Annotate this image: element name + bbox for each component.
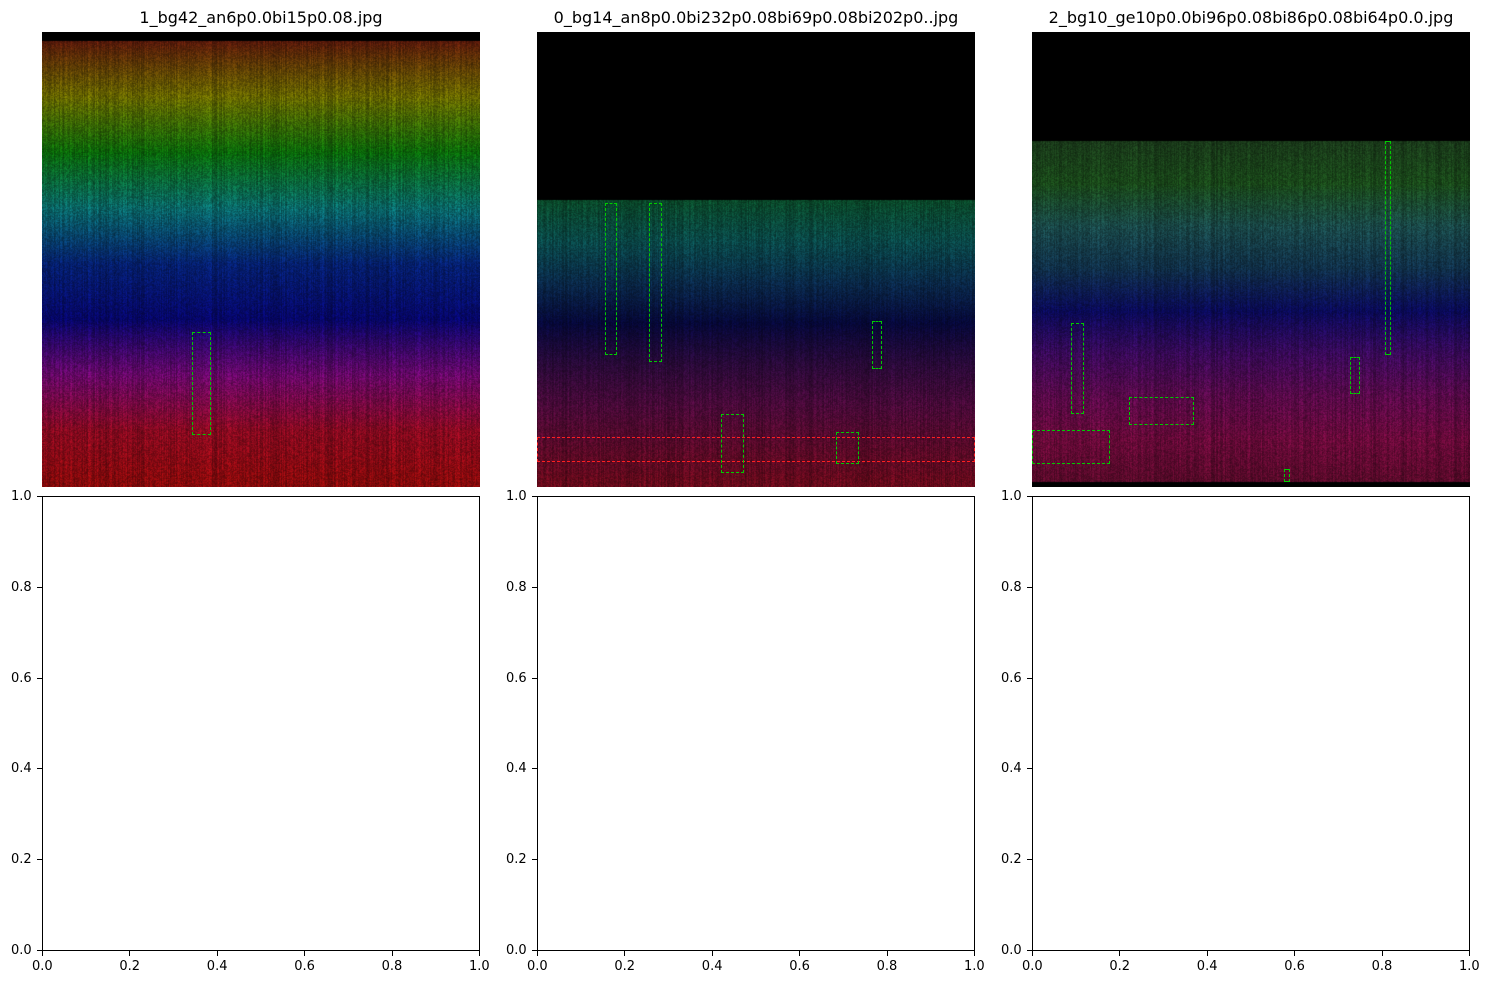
x-tick [391,951,393,956]
y-tick-label: 0.6 [506,670,527,686]
x-tick-label: 0.8 [381,959,403,974]
image-axes [1032,32,1470,487]
bounding-box-green [1283,468,1291,483]
y-tick [532,496,537,497]
x-tick [479,951,480,956]
x-tick-label: 0.4 [206,959,228,974]
x-tick-label: 0.8 [1371,959,1393,974]
bounding-box-green [648,202,662,362]
panel-title: 0_bg14_an8p0.0bi232p0.08bi69p0.08bi202p0… [553,8,959,27]
y-tick-label: 1.0 [11,489,32,504]
y-tick-label: 0.8 [11,579,32,595]
x-tick-label: 0.8 [876,959,898,974]
y-tick [37,677,42,679]
empty-axes [1032,496,1470,951]
spectrogram-image [537,32,975,487]
x-tick [304,951,306,956]
x-tick [624,951,626,956]
x-tick [1294,951,1296,956]
x-tick [1206,951,1208,956]
y-tick [37,859,42,861]
x-tick [1381,951,1383,956]
x-tick [974,951,975,956]
spectrogram-image [42,32,480,487]
y-tick [37,496,42,497]
y-tick-label: 0.8 [506,579,527,595]
x-tick [129,951,131,956]
panel-title: 1_bg42_an6p0.0bi15p0.08.jpg [139,8,383,27]
x-tick-label: 0.0 [527,959,548,974]
y-tick [532,950,537,951]
x-tick [216,951,218,956]
y-tick [532,768,537,770]
y-tick-label: 1.0 [1001,489,1022,504]
bounding-box-green [835,432,859,465]
y-tick-label: 0.2 [11,852,32,868]
x-tick-label: 0.4 [1196,959,1218,974]
y-tick-label: 0.0 [506,943,527,958]
x-tick [711,951,713,956]
x-tick [1032,951,1033,956]
x-tick-label: 0.4 [701,959,723,974]
bounding-box-green [1032,430,1110,465]
y-tick [532,586,537,588]
y-tick [1027,496,1032,497]
bounding-box-green [192,332,211,435]
x-tick-label: 0.2 [1109,959,1131,974]
y-tick [1027,859,1032,861]
x-tick [42,951,43,956]
y-tick [37,768,42,770]
y-tick-label: 0.6 [1001,670,1022,686]
y-tick-label: 0.4 [1001,761,1022,777]
y-tick [37,950,42,951]
y-tick [1027,677,1032,679]
y-tick [1027,586,1032,588]
x-tick-label: 1.0 [469,959,490,974]
y-tick-label: 1.0 [506,489,527,504]
y-tick [1027,950,1032,951]
y-tick-label: 0.2 [1001,852,1022,868]
x-tick [537,951,538,956]
spectrogram-image [1032,32,1470,487]
x-tick-label: 0.6 [789,959,810,974]
x-tick-label: 1.0 [964,959,985,974]
x-tick [1119,951,1121,956]
x-tick-label: 0.6 [294,959,315,974]
image-axes [42,32,480,487]
bounding-box-green [1349,357,1361,394]
y-tick [37,586,42,588]
y-tick [532,677,537,679]
bounding-box-green [604,202,617,356]
y-tick-label: 0.0 [1001,943,1022,958]
bounding-box-green [720,414,744,474]
y-tick-label: 0.0 [11,943,32,958]
y-tick-label: 0.4 [11,761,32,777]
bounding-box-red [537,436,975,462]
y-tick-label: 0.2 [506,852,527,868]
x-tick [886,951,888,956]
image-axes [537,32,975,487]
y-tick-label: 0.4 [506,761,527,777]
bounding-box-green [1129,397,1195,425]
y-tick-label: 0.6 [11,670,32,686]
x-tick-label: 0.2 [614,959,636,974]
bounding-box-green [872,320,883,369]
y-tick [532,859,537,861]
x-tick-label: 1.0 [1459,959,1480,974]
x-tick-label: 0.6 [1284,959,1305,974]
x-tick-label: 0.0 [1022,959,1043,974]
bounding-box-green [1070,323,1084,415]
empty-axes [537,496,975,951]
panel-title: 2_bg10_ge10p0.0bi96p0.08bi86p0.08bi64p0.… [1048,8,1454,27]
x-tick-label: 0.0 [32,959,53,974]
x-tick [799,951,801,956]
empty-axes [42,496,480,951]
y-tick [1027,768,1032,770]
x-tick-label: 0.2 [119,959,141,974]
x-tick [1469,951,1470,956]
y-tick-label: 0.8 [1001,579,1022,595]
bounding-box-green [1384,141,1392,356]
